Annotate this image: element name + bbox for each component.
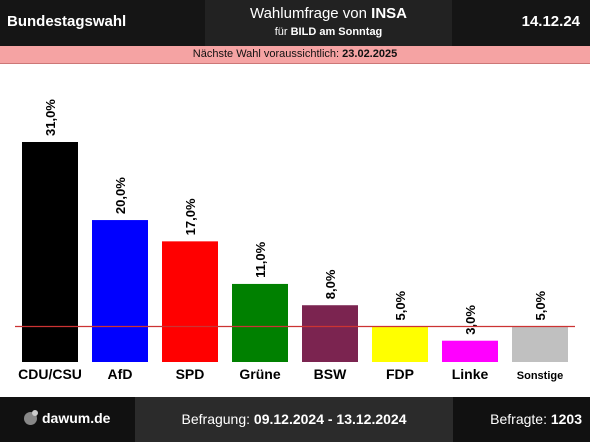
value-label-linke: 3,0% xyxy=(463,305,478,335)
poll-institute: INSA xyxy=(371,5,407,22)
site-logo[interactable]: dawum.de xyxy=(24,409,111,426)
value-label-bsw: 8,0% xyxy=(323,269,338,299)
survey-period-label: Befragung: xyxy=(181,411,254,427)
survey-period: Befragung: 09.12.2024 - 13.12.2024 xyxy=(135,411,453,427)
value-label-fdp: 5,0% xyxy=(393,290,408,320)
respondents-value: 1203 xyxy=(550,411,582,427)
category-label-cdu-csu: CDU/CSU xyxy=(18,366,82,382)
bar-linke xyxy=(442,340,498,362)
category-label-fdp: FDP xyxy=(386,366,414,382)
footer-left-panel xyxy=(0,397,135,442)
value-label-cdu-csu: 31,0% xyxy=(43,99,58,136)
election-type: Bundestagswahl xyxy=(7,13,127,30)
category-label-bsw: BSW xyxy=(314,366,347,382)
bar-spd xyxy=(162,241,218,362)
bar-bsw xyxy=(302,305,358,362)
poll-title-prefix: Wahlumfrage von xyxy=(249,5,372,22)
poll-subtitle-prefix: für xyxy=(274,26,291,38)
poll-date: 14.12.24 xyxy=(521,13,580,30)
poll-title: Wahlumfrage von INSA xyxy=(205,5,452,22)
bar-afd xyxy=(92,220,148,362)
bar-fdp xyxy=(372,326,428,362)
category-label-spd: SPD xyxy=(176,366,205,382)
value-label-gr-ne: 11,0% xyxy=(253,241,268,278)
survey-period-value: 09.12.2024 - 13.12.2024 xyxy=(253,411,407,427)
bar-cdu-csu xyxy=(22,142,78,362)
poll-client: BILD am Sonntag xyxy=(290,26,383,38)
footer-right-panel xyxy=(453,397,590,442)
site-logo-text: dawum.de xyxy=(42,410,111,426)
header-right-panel xyxy=(452,0,590,46)
category-label-linke: Linke xyxy=(452,366,489,382)
category-label-sonstige: Sonstige xyxy=(517,370,563,382)
category-label-gr-ne: Grüne xyxy=(239,366,280,382)
value-label-afd: 20,0% xyxy=(113,177,128,214)
next-election-date: 23.02.2025 xyxy=(342,48,398,60)
poll-bar-chart: 31,0% CDU/CSU 20,0% AfD 17,0% SPD 11,0% Grüne 8,… xyxy=(15,99,575,382)
respondents-label: Befragte: xyxy=(490,411,551,427)
next-election-banner: Nächste Wahl voraussichtlich: 23.02.2025 xyxy=(0,46,590,64)
category-label-afd: AfD xyxy=(108,366,133,382)
bar-gr-ne xyxy=(232,283,288,362)
value-label-spd: 17,0% xyxy=(183,198,198,235)
logo-icon xyxy=(24,409,38,425)
next-election-text: Nächste Wahl voraussichtlich: 23.02.2025 xyxy=(0,48,590,60)
header-left-panel xyxy=(0,0,205,46)
bar-sonstige xyxy=(512,326,568,362)
poll-subtitle: für BILD am Sonntag xyxy=(205,26,452,38)
respondents: Befragte: 1203 xyxy=(453,411,590,427)
next-election-label: Nächste Wahl voraussichtlich: xyxy=(192,48,343,60)
value-label-sonstige: 5,0% xyxy=(533,290,548,320)
